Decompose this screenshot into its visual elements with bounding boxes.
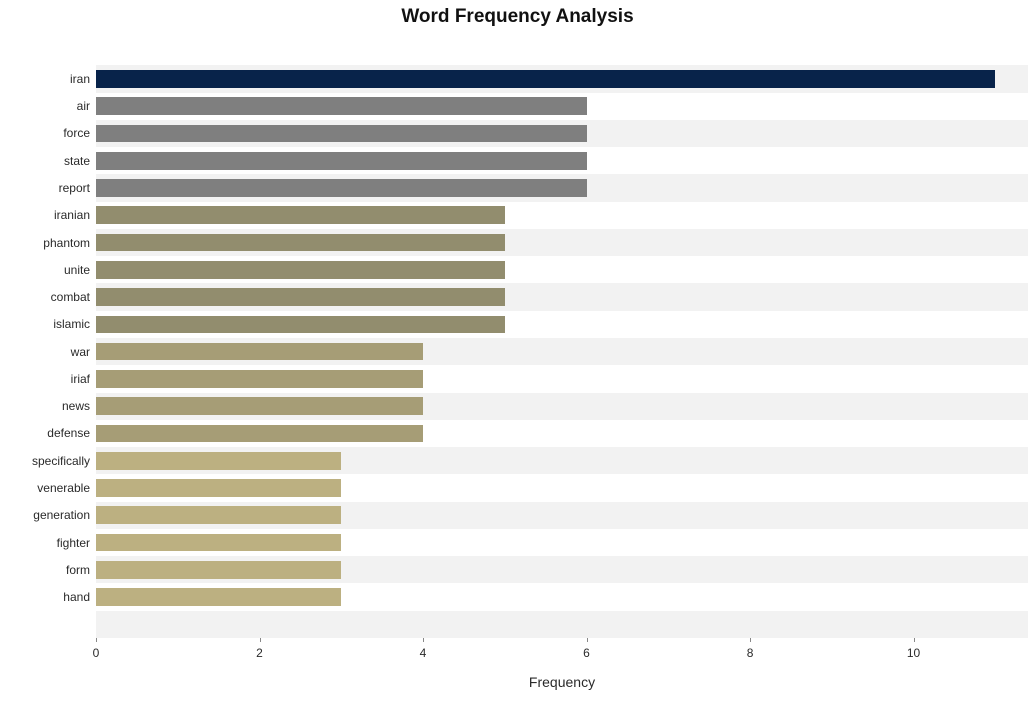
y-tick-label: news <box>62 399 96 413</box>
y-tick-label: form <box>66 563 96 577</box>
bar-force <box>96 125 587 143</box>
bar-iran <box>96 70 995 88</box>
bar-fighter <box>96 534 341 552</box>
word-frequency-chart: Word Frequency Analysis Frequency 024681… <box>0 0 1035 701</box>
bar-combat <box>96 288 505 306</box>
y-tick-label: iranian <box>54 208 96 222</box>
y-tick-label: air <box>77 99 96 113</box>
x-tick-label: 0 <box>93 638 100 660</box>
bar-air <box>96 97 587 115</box>
bar-war <box>96 343 423 361</box>
background-stripe <box>96 38 1028 65</box>
background-stripe <box>96 611 1028 638</box>
y-tick-label: islamic <box>53 317 96 331</box>
x-axis-title: Frequency <box>96 674 1028 690</box>
bar-specifically <box>96 452 341 470</box>
y-tick-label: state <box>64 154 96 168</box>
y-tick-label: war <box>71 345 96 359</box>
chart-title: Word Frequency Analysis <box>0 6 1035 28</box>
x-tick-label: 6 <box>583 638 590 660</box>
bar-report <box>96 179 587 197</box>
bar-state <box>96 152 587 170</box>
x-tick-label: 8 <box>747 638 754 660</box>
bar-iranian <box>96 206 505 224</box>
bar-venerable <box>96 479 341 497</box>
x-tick-label: 2 <box>256 638 263 660</box>
y-tick-label: specifically <box>32 454 96 468</box>
bar-generation <box>96 506 341 524</box>
x-tick-label: 4 <box>420 638 427 660</box>
y-tick-label: fighter <box>57 536 96 550</box>
bar-hand <box>96 588 341 606</box>
y-tick-label: defense <box>47 426 96 440</box>
y-tick-label: venerable <box>37 481 96 495</box>
y-tick-label: report <box>59 181 96 195</box>
y-tick-label: unite <box>64 263 96 277</box>
x-tick-label: 10 <box>907 638 920 660</box>
y-tick-label: generation <box>33 508 96 522</box>
y-tick-label: hand <box>63 590 96 604</box>
y-tick-label: combat <box>51 290 96 304</box>
bar-phantom <box>96 234 505 252</box>
bar-form <box>96 561 341 579</box>
plot-area: Frequency 0246810iranairforcestatereport… <box>96 38 1028 638</box>
bar-islamic <box>96 316 505 334</box>
y-tick-label: iran <box>70 72 96 86</box>
bar-defense <box>96 425 423 443</box>
y-tick-label: phantom <box>43 236 96 250</box>
bar-news <box>96 397 423 415</box>
bar-unite <box>96 261 505 279</box>
bar-iriaf <box>96 370 423 388</box>
y-tick-label: iriaf <box>71 372 96 386</box>
y-tick-label: force <box>63 126 96 140</box>
